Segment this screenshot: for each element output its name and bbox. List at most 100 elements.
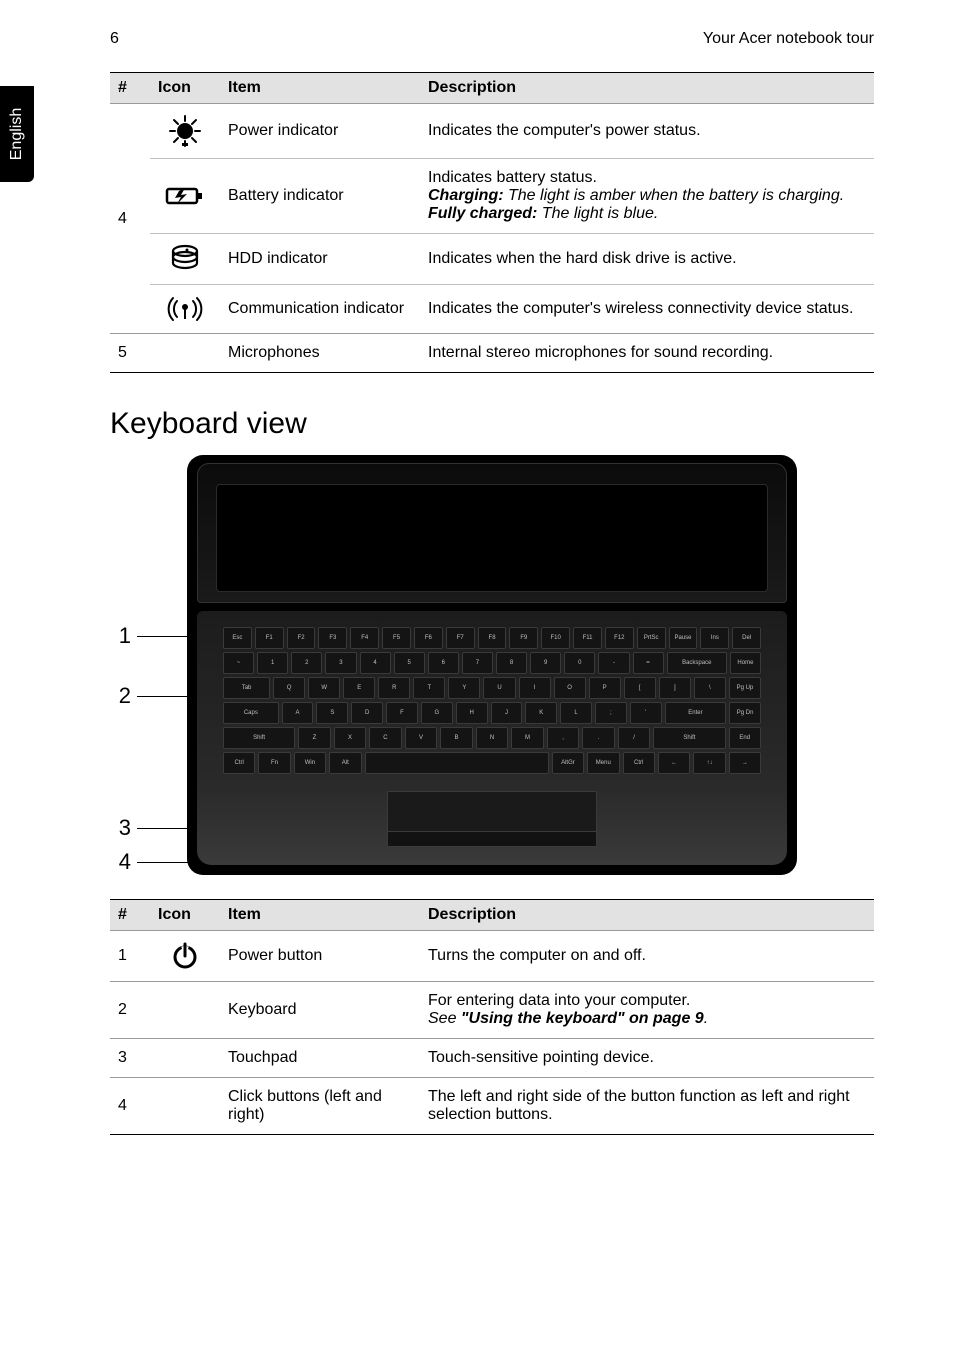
keyboard-key: S: [316, 702, 348, 724]
wireless-icon: [150, 285, 220, 334]
keyboard-key: E: [343, 677, 375, 699]
table-row: 2 Keyboard For entering data into your c…: [110, 982, 874, 1039]
item-label: Click buttons (left and right): [220, 1078, 420, 1135]
keyboard-key: F11: [573, 627, 602, 649]
keyboard-key: F1: [255, 627, 284, 649]
empty-icon: [150, 982, 220, 1039]
keyboard-key: Fn: [258, 752, 290, 774]
keyboard-key: F9: [509, 627, 538, 649]
keyboard-key: F10: [541, 627, 570, 649]
table-row: Communication indicator Indicates the co…: [110, 285, 874, 334]
row-num: 3: [110, 1039, 150, 1078]
keyboard-key: ;: [595, 702, 627, 724]
keyboard-key: J: [491, 702, 523, 724]
keyboard-key: 7: [462, 652, 493, 674]
table-row: HDD indicator Indicates when the hard di…: [110, 234, 874, 285]
item-label: Battery indicator: [220, 159, 420, 234]
keyboard-key: Z: [298, 727, 331, 749]
keyboard-key: F2: [287, 627, 316, 649]
keyboard-key: 0: [564, 652, 595, 674]
section-title: Your Acer notebook tour: [703, 30, 874, 48]
callout-1: 1: [107, 623, 131, 649]
th-icon: Icon: [150, 73, 220, 104]
keyboard-key: 5: [394, 652, 425, 674]
keyboard-key: ←: [658, 752, 690, 774]
row-num: 4: [110, 1078, 150, 1135]
keyboard-key: F7: [446, 627, 475, 649]
keyboard-key: O: [554, 677, 586, 699]
keyboard-key: Ctrl: [223, 752, 255, 774]
keyboard-key: Menu: [587, 752, 619, 774]
th-item: Item: [220, 900, 420, 931]
keyboard-key: F: [386, 702, 418, 724]
touchpad-illustration: [387, 791, 597, 847]
keyboard-key: Pg Dn: [729, 702, 761, 724]
item-desc: Indicates battery status. Charging: The …: [420, 159, 874, 234]
keyboard-key: ↑↓: [693, 752, 725, 774]
item-desc: Touch-sensitive pointing device.: [420, 1039, 874, 1078]
keyboard-key: Home: [730, 652, 761, 674]
th-desc: Description: [420, 73, 874, 104]
item-desc: The left and right side of the button fu…: [420, 1078, 874, 1135]
keyboard-key: Alt: [329, 752, 361, 774]
keyboard-key: Tab: [223, 677, 270, 699]
keyboard-view-heading: Keyboard view: [110, 407, 874, 441]
keyboard-key: Pg Up: [729, 677, 761, 699]
item-desc: Indicates when the hard disk drive is ac…: [420, 234, 874, 285]
keyboard-key: 1: [257, 652, 288, 674]
keyboard-key: L: [560, 702, 592, 724]
keyboard-key: Win: [294, 752, 326, 774]
row-num: 5: [110, 334, 150, 373]
keyboard-key: F5: [382, 627, 411, 649]
item-desc: Indicates the computer's wireless connec…: [420, 285, 874, 334]
power-indicator-icon: [150, 104, 220, 159]
page-number: 6: [110, 30, 119, 48]
keyboard-key: [365, 752, 549, 774]
language-tab: English: [0, 86, 34, 182]
empty-icon: [150, 1078, 220, 1135]
keyboard-key: 3: [325, 652, 356, 674]
power-button-icon: [150, 931, 220, 982]
item-label: Communication indicator: [220, 285, 420, 334]
keyboard-key: M: [511, 727, 544, 749]
keyboard-key: Pause: [669, 627, 698, 649]
item-desc: Turns the computer on and off.: [420, 931, 874, 982]
table-row: Battery indicator Indicates battery stat…: [110, 159, 874, 234]
keyboard-key: AltGr: [552, 752, 584, 774]
keyboard-key: F3: [318, 627, 347, 649]
keyboard-key: B: [440, 727, 473, 749]
language-tab-label: English: [8, 108, 26, 160]
table-row: 1 Power button Turns the computer on and…: [110, 931, 874, 982]
keyboard-key: V: [405, 727, 438, 749]
keyboard-view-figure: 1 2 3 4 EscF1F2F3F4F5F6F7F8F9F10F11F12Pr…: [110, 455, 874, 875]
th-num: #: [110, 73, 150, 104]
item-desc: Internal stereo microphones for sound re…: [420, 334, 874, 373]
item-desc: Indicates the computer's power status.: [420, 104, 874, 159]
item-label: Power indicator: [220, 104, 420, 159]
keyboard-key: A: [282, 702, 314, 724]
keyboard-key: End: [729, 727, 762, 749]
keyboard-key: \: [694, 677, 726, 699]
keyboard-key: F4: [350, 627, 379, 649]
row-num: 1: [110, 931, 150, 982]
hdd-indicator-icon: [150, 234, 220, 285]
callout-3: 3: [107, 815, 131, 841]
keyboard-key: F8: [478, 627, 507, 649]
table-row: 4 Click buttons (left and right) The lef…: [110, 1078, 874, 1135]
keyboard-key: /: [618, 727, 651, 749]
keyboard-key: G: [421, 702, 453, 724]
keyboard-key: Backspace: [667, 652, 727, 674]
keyboard-key: F12: [605, 627, 634, 649]
table-row: 4: [110, 104, 874, 159]
keyboard-key: 6: [428, 652, 459, 674]
page-header: 6 Your Acer notebook tour: [110, 30, 874, 48]
keyboard-key: N: [476, 727, 509, 749]
empty-icon: [150, 334, 220, 373]
th-icon: Icon: [150, 900, 220, 931]
keyboard-key: C: [369, 727, 402, 749]
keyboard-key: [: [624, 677, 656, 699]
th-item: Item: [220, 73, 420, 104]
indicators-table: # Icon Item Description 4: [110, 72, 874, 373]
item-label: Microphones: [220, 334, 420, 373]
keyboard-key: W: [308, 677, 340, 699]
